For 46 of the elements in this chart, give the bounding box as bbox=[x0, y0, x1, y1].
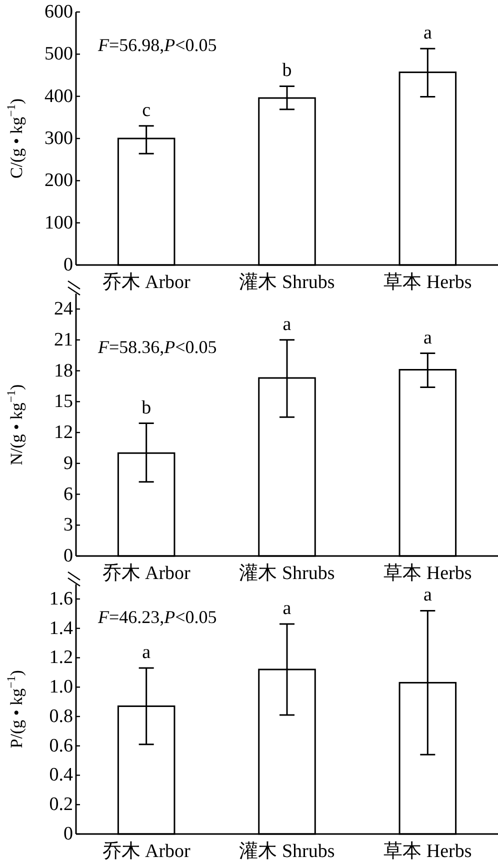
y-tick-label: 400 bbox=[44, 86, 73, 107]
y-tick-label: 0 bbox=[64, 546, 73, 566]
annotation: b bbox=[282, 60, 292, 82]
x-tick-label: 灌木 Shrubs bbox=[239, 841, 335, 862]
x-tick-label: 草本 Herbs bbox=[384, 841, 472, 862]
y-tick-label: 500 bbox=[44, 44, 73, 65]
y-tick-label: 300 bbox=[44, 128, 73, 149]
y-tick-label: 12 bbox=[54, 422, 73, 444]
y-tick-label: 0.4 bbox=[49, 764, 74, 786]
y-tick-label: 6 bbox=[64, 484, 73, 505]
x-tick-label: 乔木 Arbor bbox=[102, 841, 192, 862]
annotation: F=56.98,P<0.05 bbox=[97, 35, 217, 55]
x-tick-label: 乔木 Arbor bbox=[102, 272, 192, 293]
annotation: a bbox=[423, 584, 432, 606]
annotation: F=58.36,P<0.05 bbox=[97, 337, 217, 357]
y-tick-label: 0.8 bbox=[49, 706, 73, 727]
y-tick-label: 1.6 bbox=[49, 588, 73, 610]
annotation: a bbox=[282, 314, 292, 335]
y-tick-label: 1.4 bbox=[49, 618, 74, 639]
annotation: a bbox=[423, 22, 432, 44]
y-tick-label: 600 bbox=[44, 2, 73, 22]
y-tick-label: 24 bbox=[54, 298, 74, 320]
annotation: b bbox=[142, 397, 152, 418]
x-tick-label: 草本 Herbs bbox=[384, 272, 472, 293]
y-tick-label: 1.2 bbox=[49, 647, 73, 668]
y-tick-label: 100 bbox=[44, 212, 73, 234]
annotation: F=46.23,P<0.05 bbox=[97, 607, 217, 627]
y-tick-label: 15 bbox=[54, 391, 73, 412]
y-tick-label: 9 bbox=[64, 452, 73, 474]
y-tick-label: 200 bbox=[44, 170, 73, 192]
y-tick-label: 0 bbox=[64, 254, 73, 276]
y-tick-label: 18 bbox=[54, 360, 73, 382]
x-tick-label: 灌木 Shrubs bbox=[239, 272, 335, 293]
x-tick-label: 灌木 Shrubs bbox=[239, 563, 335, 584]
y-tick-label: 0.6 bbox=[49, 735, 73, 756]
y-tick-label: 1.0 bbox=[49, 676, 73, 698]
x-tick-label: 乔木 Arbor bbox=[102, 563, 192, 584]
annotation: a bbox=[142, 642, 152, 664]
annotation: c bbox=[142, 100, 151, 121]
annotation: a bbox=[423, 327, 432, 348]
y-tick-label: 0 bbox=[64, 824, 73, 844]
y-tick-label: 0.2 bbox=[49, 794, 73, 816]
y-tick-label: 3 bbox=[64, 514, 73, 536]
y-tick-label: 21 bbox=[54, 329, 73, 350]
x-tick-label: 草本 Herbs bbox=[384, 563, 472, 584]
annotation: a bbox=[282, 598, 292, 619]
